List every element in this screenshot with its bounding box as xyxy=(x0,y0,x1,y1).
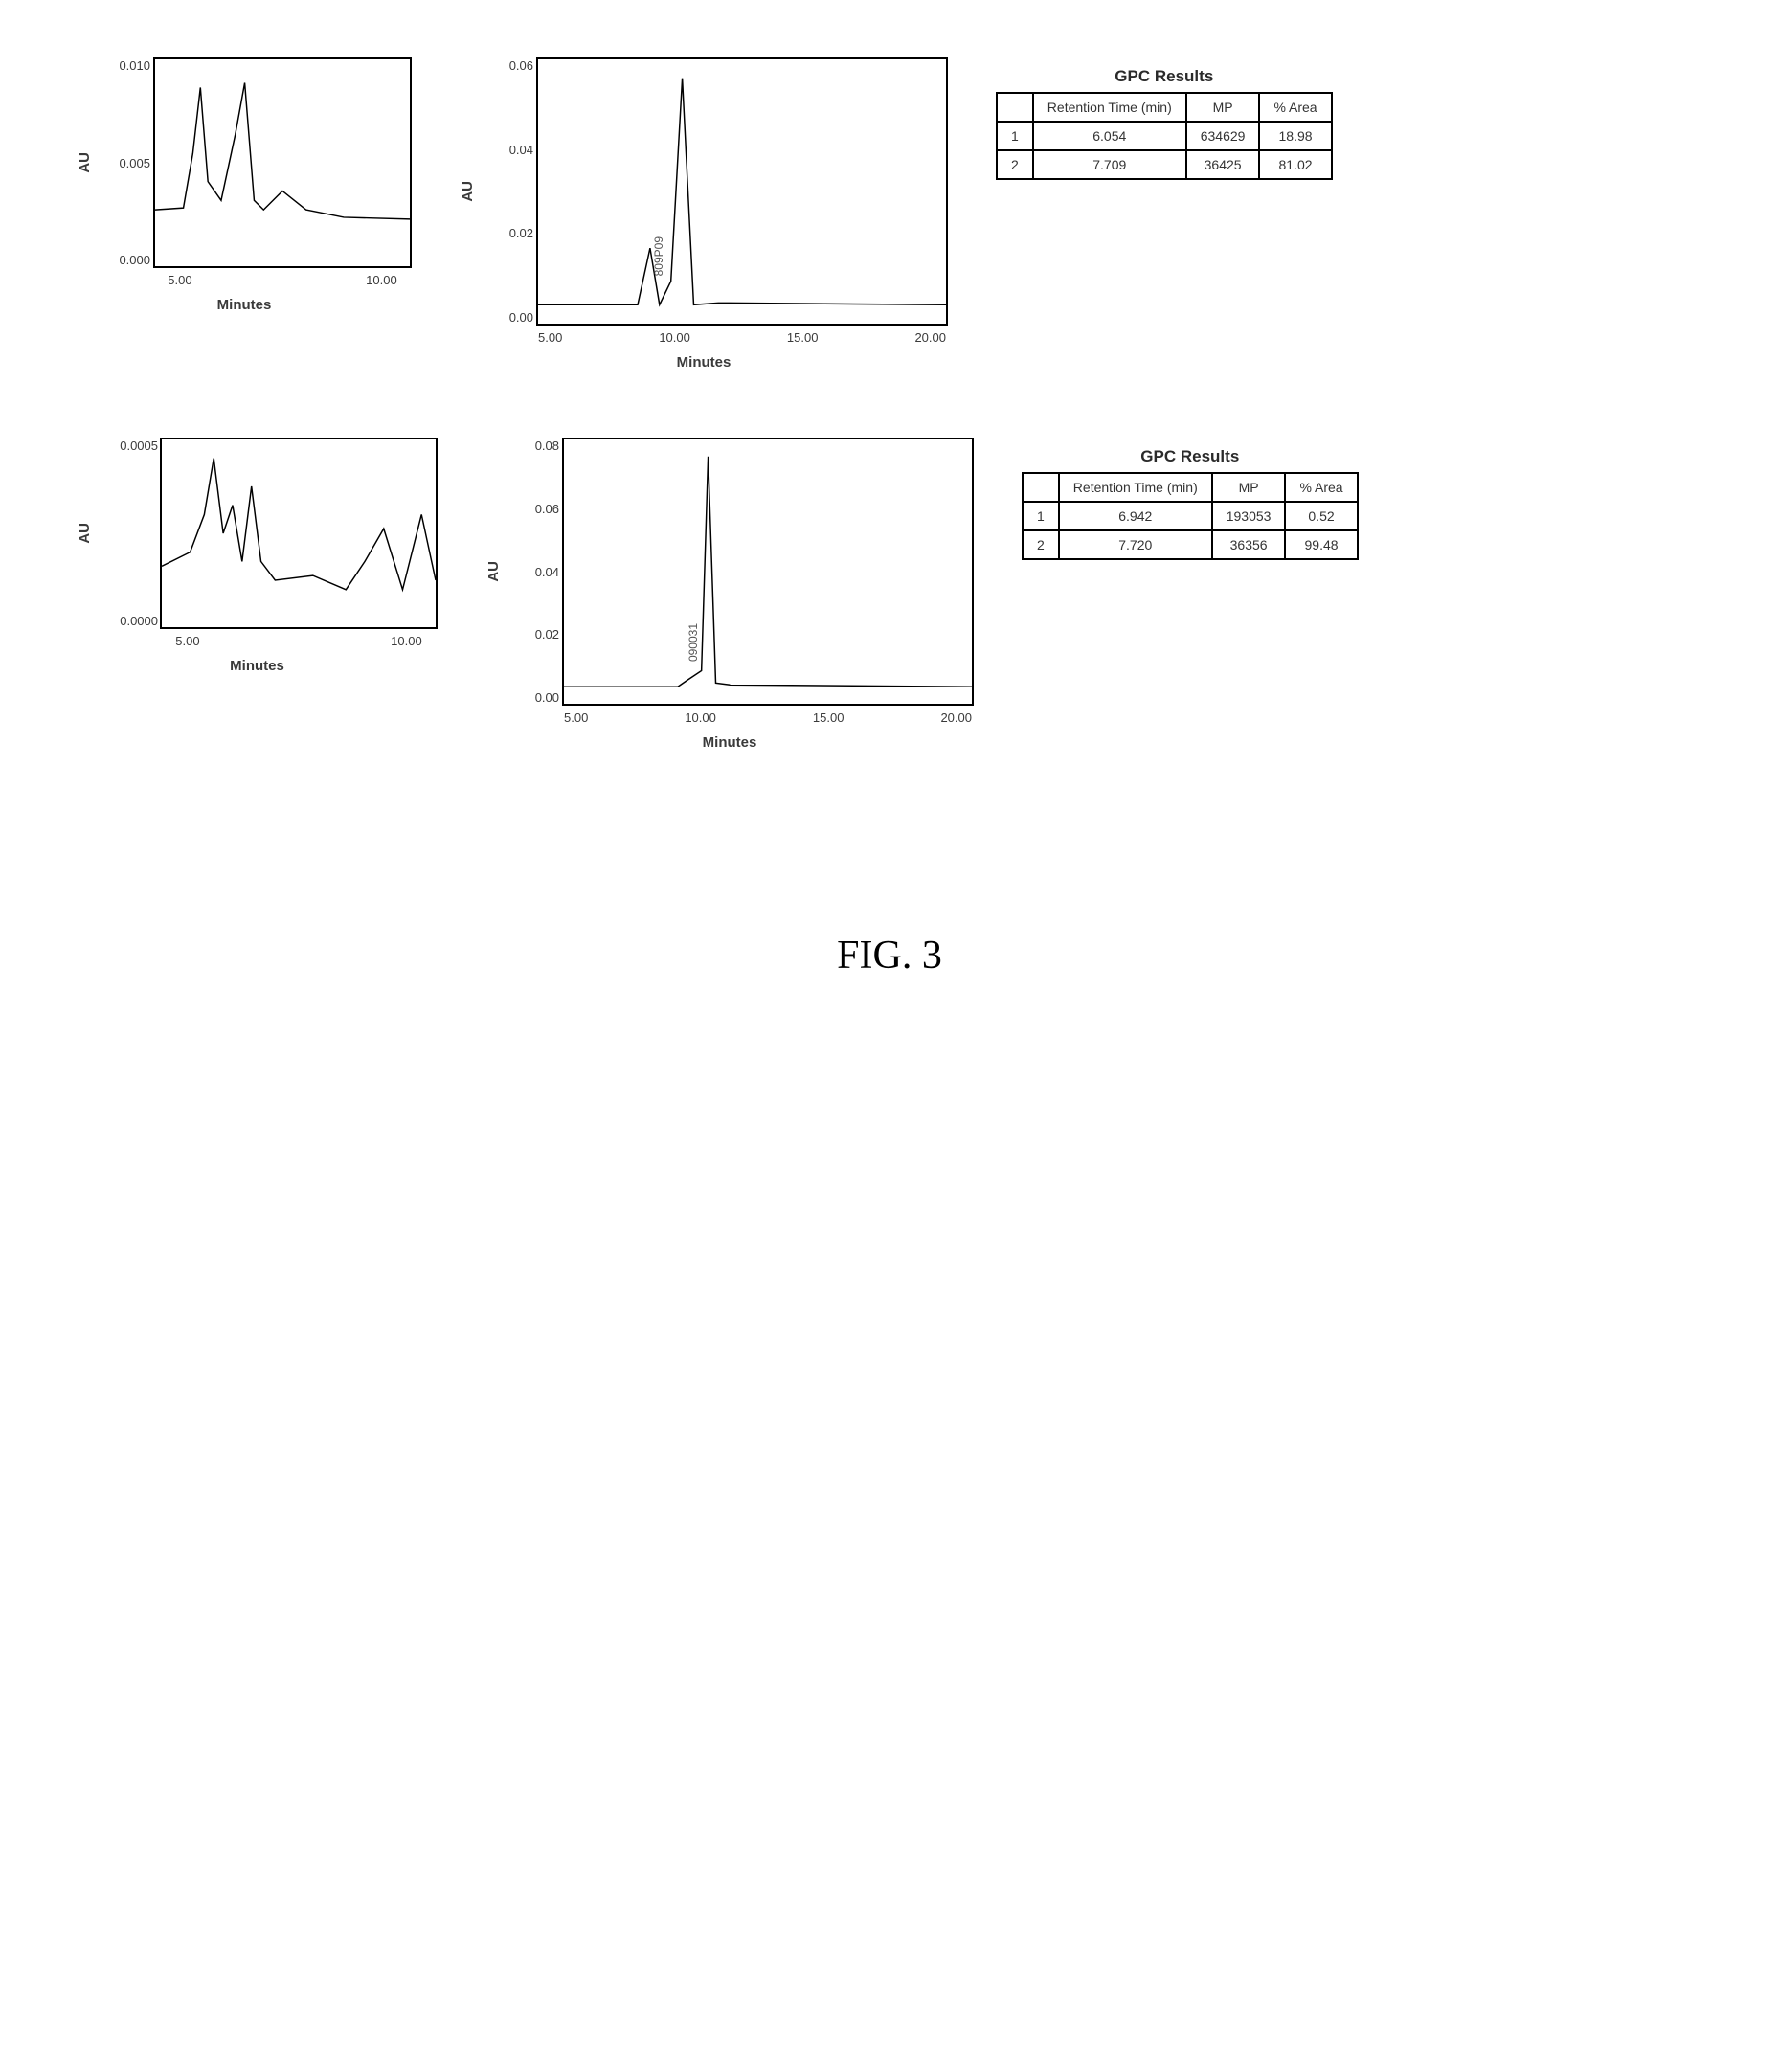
gpc-table-1: GPC Results Retention Time (min)MP% Area… xyxy=(996,67,1333,180)
table-header: % Area xyxy=(1259,93,1331,122)
xlabel: Minutes xyxy=(230,658,284,674)
x-ticks: 5.00 10.00 xyxy=(162,634,436,648)
table-cell: 1 xyxy=(997,122,1033,150)
tick-label: 10.00 xyxy=(659,330,690,345)
ylabel: AU xyxy=(460,181,476,202)
tick-label: 10.00 xyxy=(391,634,422,648)
table-cell: 193053 xyxy=(1212,502,1286,530)
gpc-table-2: GPC Results Retention Time (min)MP% Area… xyxy=(1022,447,1359,560)
tick-label: 0.06 xyxy=(511,503,559,515)
gpc-results-table: Retention Time (min)MP% Area 16.05463462… xyxy=(996,92,1333,180)
ylabel: AU xyxy=(485,561,502,582)
tick-label: 0.06 xyxy=(485,59,533,72)
trace-line xyxy=(162,439,436,627)
peak-label: 809P09 xyxy=(652,236,665,276)
table-row: 16.05463462918.98 xyxy=(997,122,1332,150)
tick-label: 10.00 xyxy=(685,710,716,725)
table-row: 16.9421930530.52 xyxy=(1023,502,1358,530)
tick-label: 5.00 xyxy=(538,330,562,345)
tick-label: 0.04 xyxy=(511,566,559,578)
x-ticks: 5.00 10.00 15.00 20.00 xyxy=(538,330,946,345)
table-cell: 6.054 xyxy=(1033,122,1186,150)
row-1: AU 0.0100.0050.000 5.0010.00 Minutes AU xyxy=(77,57,1702,371)
gpc-title: GPC Results xyxy=(996,67,1333,86)
xlabel: Minutes xyxy=(703,734,757,751)
table-header xyxy=(997,93,1033,122)
trace-line xyxy=(538,59,946,324)
trace-line xyxy=(564,439,972,704)
tick-label: 20.00 xyxy=(940,710,972,725)
tick-label: 0.08 xyxy=(511,439,559,452)
trace-line xyxy=(155,59,410,266)
table-header: MP xyxy=(1186,93,1260,122)
tick-label: 0.0000 xyxy=(102,615,158,627)
peak-label: 090031 xyxy=(687,623,700,662)
table-cell: 2 xyxy=(997,150,1033,179)
table-cell: 99.48 xyxy=(1285,530,1357,559)
tick-label: 0.00 xyxy=(511,691,559,704)
row-2: AU 0.00050.0000 5.0010.00 Minutes AU xyxy=(77,438,1702,751)
tick-label: 0.02 xyxy=(485,227,533,239)
full-chart-2: AU 0.08 0.06 0.04 0.02 0.00 5.00 10.00 15.00 20… xyxy=(485,438,974,751)
xlabel: Minutes xyxy=(217,297,272,313)
zoom-chart-2: AU 0.0005 0.0000 5.00 10.00 Minutes xyxy=(77,438,438,674)
tick-label: 15.00 xyxy=(787,330,819,345)
table-cell: 7.709 xyxy=(1033,150,1186,179)
tick-label: 5.00 xyxy=(168,273,191,287)
table-cell: 36356 xyxy=(1212,530,1286,559)
table-cell: 2 xyxy=(1023,530,1059,559)
tick-label: 0.04 xyxy=(485,144,533,156)
table-row: 27.7203635699.48 xyxy=(1023,530,1358,559)
figure-container: AU 0.0100.0050.000 5.0010.00 Minutes AU xyxy=(77,57,1702,979)
table-cell: 634629 xyxy=(1186,122,1260,150)
table-header: % Area xyxy=(1285,473,1357,502)
ylabel: AU xyxy=(77,152,93,173)
zoom-chart-1: AU 0.010 0.005 0.000 5.00 10.00 Minutes xyxy=(77,57,412,313)
gpc-results-table: Retention Time (min)MP% Area 16.94219305… xyxy=(1022,472,1359,560)
tick-label: 20.00 xyxy=(914,330,946,345)
tick-label: 0.005 xyxy=(102,157,150,169)
gpc-title: GPC Results xyxy=(1022,447,1359,466)
table-cell: 7.720 xyxy=(1059,530,1212,559)
tick-label: 5.00 xyxy=(175,634,199,648)
tick-label: 10.00 xyxy=(366,273,397,287)
y-ticks: 0.010 0.005 0.000 xyxy=(102,59,150,266)
xlabel: Minutes xyxy=(677,354,732,371)
tick-label: 0.010 xyxy=(102,59,150,72)
ylabel: AU xyxy=(77,523,93,544)
table-header xyxy=(1023,473,1059,502)
table-header: Retention Time (min) xyxy=(1059,473,1212,502)
tick-label: 0.02 xyxy=(511,628,559,641)
tick-label: 0.0005 xyxy=(102,439,158,452)
x-ticks: 5.00 10.00 xyxy=(155,273,410,287)
y-ticks: 0.06 0.04 0.02 0.00 xyxy=(485,59,533,324)
y-ticks: 0.08 0.06 0.04 0.02 0.00 xyxy=(511,439,559,704)
tick-label: 5.00 xyxy=(564,710,588,725)
table-row: 27.7093642581.02 xyxy=(997,150,1332,179)
table-header: MP xyxy=(1212,473,1286,502)
tick-label: 0.000 xyxy=(102,254,150,266)
table-cell: 81.02 xyxy=(1259,150,1331,179)
table-cell: 18.98 xyxy=(1259,122,1331,150)
table-cell: 0.52 xyxy=(1285,502,1357,530)
table-cell: 36425 xyxy=(1186,150,1260,179)
figure-caption: FIG. 3 xyxy=(77,933,1702,979)
table-cell: 6.942 xyxy=(1059,502,1212,530)
tick-label: 15.00 xyxy=(813,710,844,725)
tick-label: 0.00 xyxy=(485,311,533,324)
x-ticks: 5.00 10.00 15.00 20.00 xyxy=(564,710,972,725)
full-chart-1: AU 0.060.040.020.00 5.0010.0015.0020.00 … xyxy=(460,57,948,371)
table-header: Retention Time (min) xyxy=(1033,93,1186,122)
table-cell: 1 xyxy=(1023,502,1059,530)
y-ticks: 0.0005 0.0000 xyxy=(102,439,158,627)
